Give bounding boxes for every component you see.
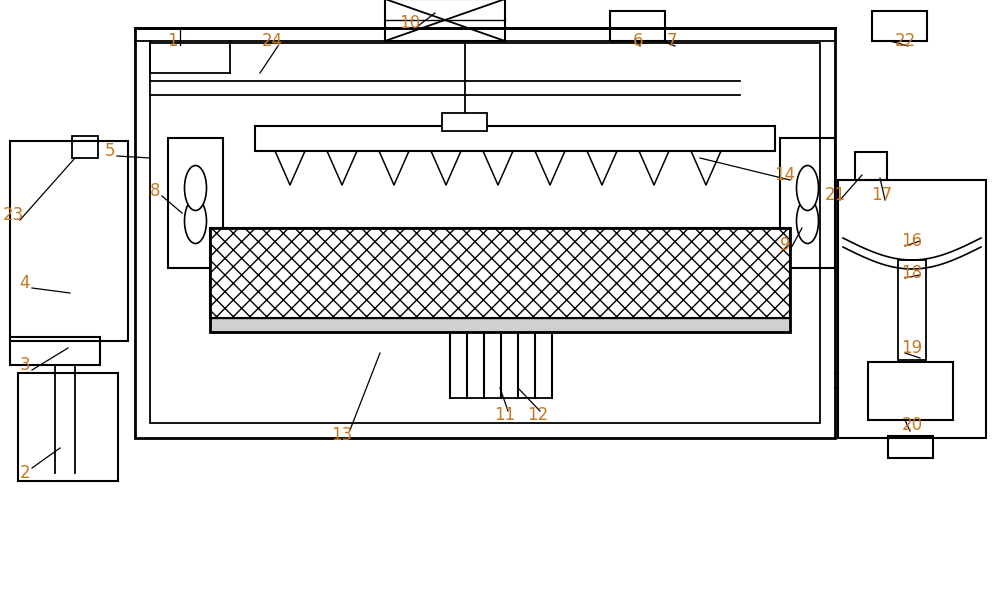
Text: 23: 23 [2, 206, 24, 224]
Text: 10: 10 [399, 14, 421, 32]
Text: 24: 24 [261, 32, 283, 50]
Bar [210, 228, 790, 332]
Text: 19: 19 [901, 339, 923, 357]
Text: 22: 22 [894, 32, 916, 50]
Bar [610, 11, 665, 41]
Bar [72, 136, 98, 158]
Bar [780, 138, 835, 268]
Text: 9: 9 [780, 236, 790, 254]
Text: 16: 16 [901, 232, 923, 250]
Bar [888, 436, 933, 458]
Bar [838, 180, 986, 438]
Bar [18, 373, 118, 481]
Text: 20: 20 [901, 416, 923, 434]
Ellipse shape [796, 165, 818, 210]
Bar [150, 43, 820, 423]
Bar [168, 138, 223, 268]
Bar [210, 228, 790, 318]
Text: 14: 14 [774, 166, 796, 184]
Bar [872, 11, 927, 41]
Text: 2: 2 [20, 464, 30, 482]
Text: 7: 7 [667, 32, 677, 50]
Bar [898, 260, 926, 360]
Bar [10, 337, 100, 365]
Text: 21: 21 [824, 186, 846, 204]
Ellipse shape [796, 198, 818, 244]
Text: 5: 5 [105, 142, 115, 160]
Bar [385, 0, 505, 41]
Text: 8: 8 [150, 182, 160, 200]
Ellipse shape [184, 165, 207, 210]
Bar [135, 28, 835, 438]
Bar [210, 318, 790, 332]
Bar [10, 141, 128, 341]
Bar [210, 228, 790, 318]
Ellipse shape [184, 198, 207, 244]
Text: 3: 3 [20, 356, 30, 374]
Text: 12: 12 [527, 406, 549, 424]
Text: 4: 4 [20, 274, 30, 292]
Text: 13: 13 [331, 426, 353, 444]
Bar [868, 362, 953, 420]
Bar [855, 152, 887, 180]
Text: 1: 1 [167, 32, 177, 50]
Bar [442, 113, 487, 131]
Bar [255, 126, 775, 151]
Text: 11: 11 [494, 406, 516, 424]
Text: 18: 18 [901, 264, 923, 282]
Text: 6: 6 [633, 32, 643, 50]
Text: 17: 17 [871, 186, 893, 204]
